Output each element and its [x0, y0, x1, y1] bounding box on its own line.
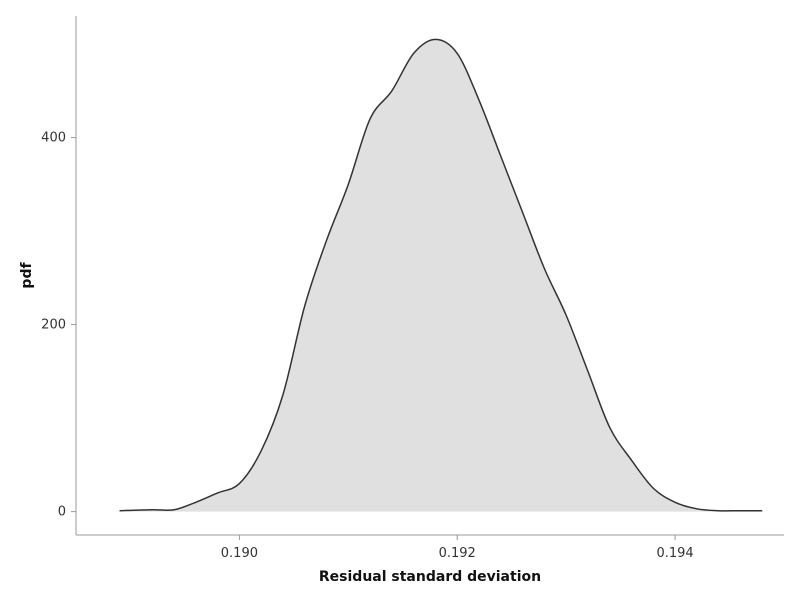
y-tick-label: 400	[41, 131, 66, 146]
y-axis-label: pdf	[19, 262, 35, 289]
x-tick-label: 0.194	[656, 546, 693, 561]
y-axis-ticks: 0 200 400	[41, 131, 76, 520]
x-tick-label: 0.190	[221, 546, 258, 561]
y-tick-label: 200	[41, 318, 66, 333]
plot-area	[119, 38, 763, 512]
x-tick-label: 0.192	[439, 546, 476, 561]
density-line	[119, 38, 763, 512]
x-axis-label: Residual standard deviation	[319, 569, 541, 585]
x-axis-ticks: 0.190 0.192 0.194	[221, 535, 694, 561]
y-tick-label: 0	[58, 505, 66, 520]
density-fill	[119, 39, 763, 512]
